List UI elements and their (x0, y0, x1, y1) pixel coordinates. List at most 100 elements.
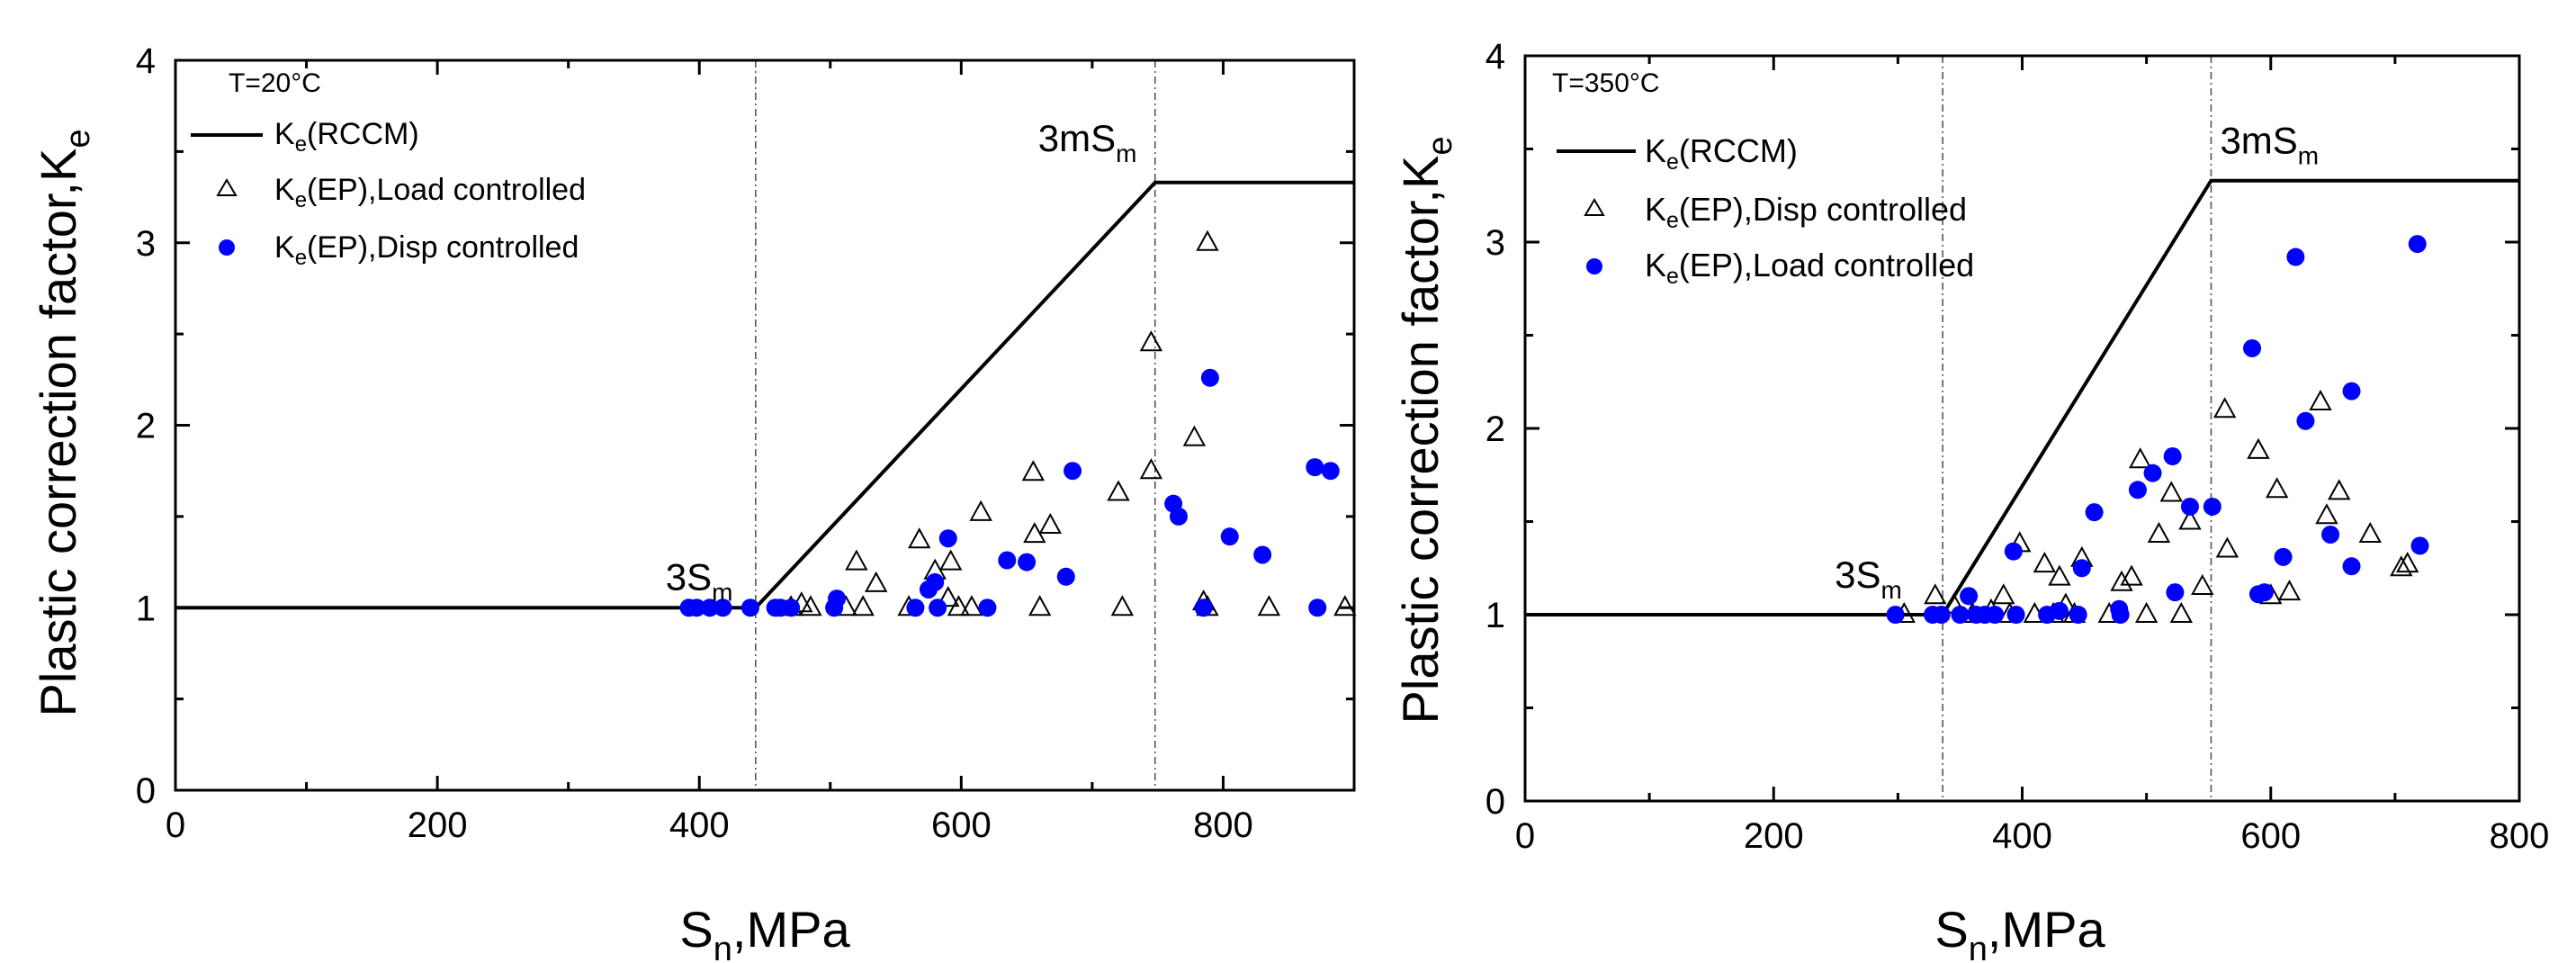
data-point-triangle (1139, 458, 1163, 480)
data-point-triangle (938, 549, 963, 571)
data-point-circle (687, 598, 706, 617)
plot-area-right (1523, 54, 2521, 803)
data-point-circle (1951, 606, 1970, 624)
data-point-circle (2180, 497, 2199, 516)
data-point-triangle (2178, 508, 2202, 530)
reference-lines-right (1942, 56, 2212, 801)
legend-left: Ke(RCCM) Ke(EP),Load controlled Ke(EP),D… (191, 117, 586, 270)
data-point-triangle (2390, 555, 2413, 577)
data-point-circle (998, 551, 1017, 570)
temperature-label-right: T=350°C (1552, 68, 1660, 98)
data-point-triangle (2215, 536, 2239, 558)
data-point-circle (1253, 545, 1272, 564)
legend-circle-marker-left (219, 239, 235, 256)
y-tick-label-right: 3 (1485, 223, 1505, 263)
data-point-circle (1308, 598, 1327, 617)
x-tick-label-left: 0 (166, 806, 185, 845)
y-tick-labels-right: 0 1 2 3 4 (1485, 37, 1505, 822)
plot-frame-right (1523, 54, 2521, 803)
data-point-triangle (969, 500, 992, 521)
load-controlled-series-right (1886, 235, 2429, 624)
data-point-triangle (2277, 580, 2302, 601)
data-point-circle (978, 598, 997, 617)
x-tick-label-left: 400 (669, 806, 730, 845)
data-point-circle (906, 598, 925, 617)
x-tick-labels-left: 0 200 400 600 800 (166, 806, 1253, 845)
y-axis-title-right: Plastic correction factor,Ke (1392, 137, 1459, 724)
data-point-circle (938, 529, 957, 548)
rccm-curve-left (175, 180, 1354, 610)
data-point-triangle (845, 549, 868, 571)
data-point-circle (740, 598, 759, 617)
data-point-triangle (1107, 480, 1130, 501)
chart-svg-right: T=350°C Ke(RCCM) Ke(EP),Disp controlled … (1392, 37, 2550, 963)
y-tick-label-right: 4 (1485, 37, 1505, 76)
data-point-circle (2203, 497, 2221, 516)
data-point-circle (2166, 583, 2185, 602)
y-tick-labels-left: 0 1 2 3 4 (136, 41, 156, 811)
data-point-circle (929, 598, 947, 617)
data-point-circle (1169, 507, 1188, 526)
data-point-triangle (2315, 503, 2338, 525)
data-point-triangle (2159, 481, 2183, 502)
data-point-circle (1220, 527, 1239, 546)
data-point-triangle (2147, 521, 2171, 543)
x-tick-label-right: 200 (1744, 816, 1804, 856)
rccm-curve-right (1525, 178, 2519, 616)
legend-item-load-left: Ke(EP),Load controlled (274, 173, 586, 212)
y-tick-label-left: 1 (136, 589, 156, 628)
y-tick-label-right: 1 (1485, 596, 1505, 635)
x-tick-label-left: 600 (931, 806, 992, 845)
ref-label-3msm-right: 3mSm (2220, 120, 2319, 170)
x-tick-label-left: 200 (408, 806, 468, 845)
data-point-circle (1321, 462, 1340, 481)
y-axis-title-left: Plastic correction factor,Ke (30, 130, 97, 717)
x-tick-labels-right: 0 200 400 600 800 (1515, 816, 2550, 856)
data-point-triangle (2191, 573, 2214, 595)
data-point-triangle (2309, 389, 2332, 411)
data-point-circle (1986, 606, 2005, 624)
data-point-triangle (2395, 552, 2419, 573)
x-tick-label-left: 800 (1193, 806, 1253, 845)
reference-lines-left (755, 60, 1156, 790)
data-point-circle (828, 590, 847, 608)
data-point-triangle (1139, 330, 1163, 352)
data-point-circle (782, 598, 801, 617)
chart-panel-right: T=350°C Ke(RCCM) Ke(EP),Disp controlled … (1386, 0, 2576, 963)
data-point-triangle (947, 595, 971, 616)
x-tick-label-right: 600 (2240, 816, 2301, 856)
data-point-triangle (960, 595, 983, 616)
data-point-circle (1194, 598, 1213, 617)
data-point-circle (2163, 447, 2182, 466)
data-point-circle (1306, 458, 1324, 477)
data-point-circle (2296, 411, 2315, 430)
data-point-circle (2255, 583, 2274, 602)
data-point-circle (2050, 601, 2069, 620)
legend-right: Ke(RCCM) Ke(EP),Disp controlled Ke(EP),L… (1557, 132, 1974, 289)
data-point-triangle (1333, 595, 1357, 616)
y-tick-label-left: 4 (136, 41, 156, 81)
data-point-circle (1886, 606, 1905, 624)
data-point-triangle (2129, 447, 2152, 469)
disp-controlled-series-right (1892, 389, 2419, 623)
data-point-triangle (1038, 512, 1063, 535)
data-point-circle (2410, 536, 2429, 555)
temperature-label-left: T=20°C (229, 68, 321, 98)
y-tick-label-left: 2 (136, 407, 156, 446)
data-point-circle (714, 598, 732, 617)
data-point-triangle (865, 571, 888, 592)
data-point-circle (1960, 587, 1979, 606)
ref-label-3sm-right: 3Sm (1835, 554, 1902, 604)
data-point-circle (1056, 567, 1075, 586)
x-tick-label-right: 800 (2490, 816, 2550, 856)
legend-item-rccm-left: Ke(RCCM) (274, 117, 419, 157)
axis-ticks-left (174, 58, 1356, 792)
legend-triangle-marker-right (1584, 198, 1605, 216)
data-point-triangle (1196, 230, 1219, 251)
data-point-circle (2128, 481, 2147, 500)
data-point-circle (2004, 542, 2023, 561)
data-point-triangle (2134, 601, 2159, 623)
data-point-circle (2243, 338, 2262, 357)
legend-item-disp-right: Ke(EP),Disp controlled (1645, 191, 1967, 233)
data-point-circle (1018, 553, 1037, 572)
